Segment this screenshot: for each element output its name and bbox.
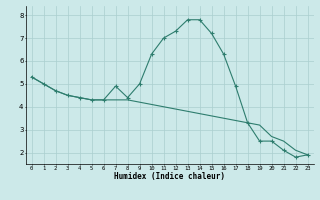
X-axis label: Humidex (Indice chaleur): Humidex (Indice chaleur)	[114, 172, 225, 181]
